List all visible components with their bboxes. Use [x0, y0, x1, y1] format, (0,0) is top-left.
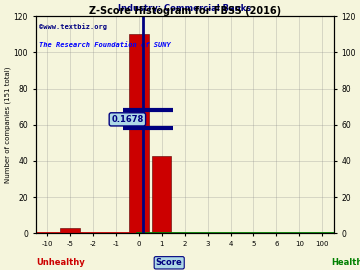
Text: Healthy: Healthy [331, 258, 360, 267]
Bar [60, 228, 80, 233]
Title: Z-Score Histogram for FBSS (2016): Z-Score Histogram for FBSS (2016) [89, 6, 281, 16]
Text: Unhealthy: Unhealthy [36, 258, 85, 267]
Y-axis label: Number of companies (151 total): Number of companies (151 total) [4, 66, 11, 183]
Text: Industry: Commercial Banks: Industry: Commercial Banks [118, 4, 251, 13]
Bar [152, 156, 171, 233]
Bar [129, 34, 149, 233]
Text: 0.1678: 0.1678 [111, 115, 144, 124]
Text: The Research Foundation of SUNY: The Research Foundation of SUNY [39, 42, 170, 48]
Text: ©www.textbiz.org: ©www.textbiz.org [39, 23, 107, 30]
Text: Score: Score [156, 258, 183, 267]
